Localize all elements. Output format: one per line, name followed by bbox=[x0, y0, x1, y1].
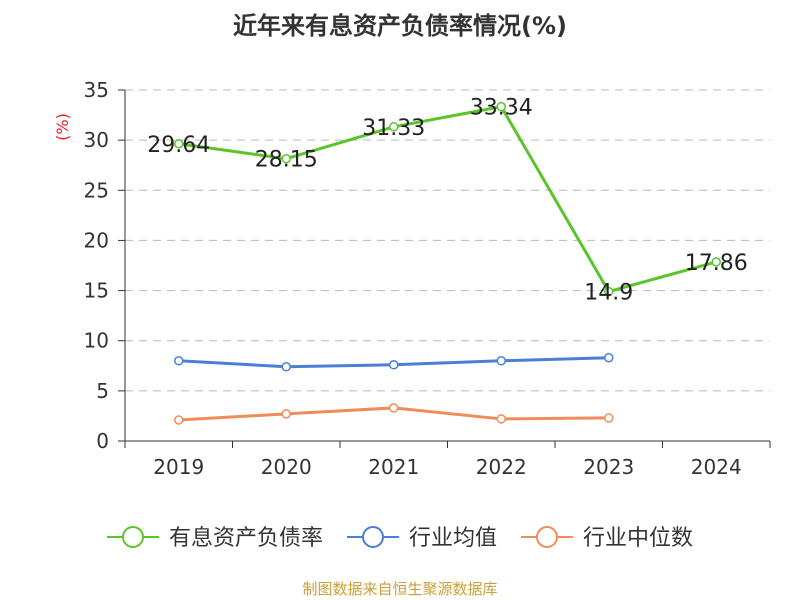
legend-marker-icon bbox=[536, 526, 558, 548]
legend-label: 行业均值 bbox=[409, 526, 497, 551]
source-note: 制图数据来自恒生聚源数据库 bbox=[302, 580, 498, 598]
data-point bbox=[174, 356, 184, 366]
y-tick-label: 10 bbox=[84, 329, 109, 353]
data-point bbox=[496, 356, 506, 366]
grid-lines bbox=[125, 89, 770, 392]
y-tick-label: 5 bbox=[96, 379, 109, 403]
data-labels: 29.64 28.15 31.33 33.34 14.9 17.86 bbox=[147, 96, 747, 306]
data-point bbox=[389, 360, 399, 370]
axes: 0 5 10 15 20 25 30 35 2019 2020 2021 2022 2023 2024 (%… bbox=[53, 78, 771, 479]
legend: 有息资产负债率 行业均值 行业中位数 bbox=[107, 526, 693, 551]
data-point bbox=[281, 409, 291, 419]
data-point bbox=[174, 415, 184, 425]
data-point bbox=[711, 257, 721, 267]
x-tick-label: 2021 bbox=[368, 455, 419, 479]
x-tick-label: 2020 bbox=[261, 455, 312, 479]
data-point bbox=[389, 122, 399, 132]
y-tick-label: 15 bbox=[84, 279, 109, 303]
x-tick-label: 2023 bbox=[583, 455, 634, 479]
y-tick-label: 30 bbox=[84, 128, 109, 152]
y-axis-label: (%) bbox=[53, 113, 72, 141]
data-label: 33.34 bbox=[470, 96, 533, 121]
data-point bbox=[496, 101, 506, 112]
data-label: 17.86 bbox=[685, 251, 748, 276]
data-point bbox=[604, 286, 614, 297]
x-tick-label: 2024 bbox=[691, 455, 742, 479]
data-point bbox=[389, 403, 399, 413]
data-label: 29.64 bbox=[147, 133, 210, 158]
legend-label: 有息资产负债率 bbox=[169, 526, 323, 551]
legend-item: 行业中位数 bbox=[521, 526, 693, 551]
y-tick-label: 0 bbox=[96, 429, 109, 453]
legend-item: 行业均值 bbox=[347, 526, 497, 551]
data-point bbox=[604, 413, 614, 423]
x-tick-label: 2022 bbox=[476, 455, 527, 479]
chart-title: 近年来有息资产负债率情况(%) bbox=[233, 12, 567, 40]
data-point bbox=[604, 353, 614, 363]
data-point bbox=[174, 139, 184, 149]
series-line bbox=[178, 105, 717, 294]
x-tick-label: 2019 bbox=[153, 455, 204, 479]
data-point bbox=[281, 153, 291, 164]
data-label: 14.9 bbox=[584, 281, 633, 306]
data-point bbox=[281, 362, 291, 372]
data-point bbox=[496, 414, 506, 424]
data-label: 31.33 bbox=[362, 116, 425, 141]
y-tick-label: 35 bbox=[84, 78, 109, 102]
legend-marker-icon bbox=[122, 526, 144, 548]
legend-marker-icon bbox=[362, 526, 384, 548]
legend-label: 行业中位数 bbox=[583, 526, 693, 551]
series-lines bbox=[174, 101, 721, 425]
y-tick-label: 25 bbox=[84, 178, 109, 202]
y-tick-label: 20 bbox=[84, 228, 109, 252]
legend-item: 有息资产负债率 bbox=[107, 526, 323, 551]
data-label: 28.15 bbox=[255, 148, 318, 173]
